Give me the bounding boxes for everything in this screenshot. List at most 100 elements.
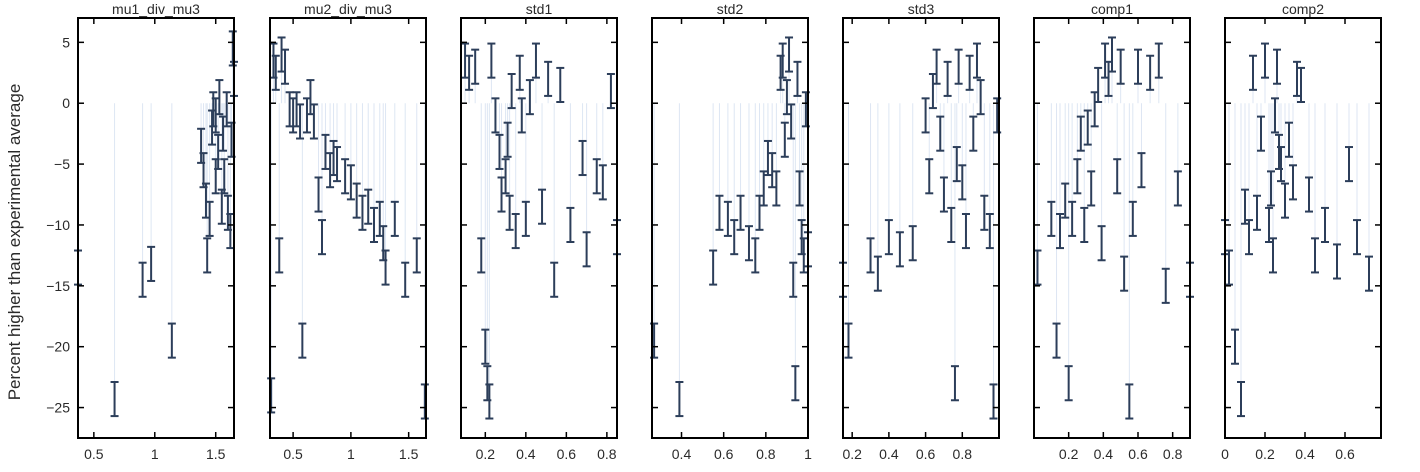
data-point — [965, 54, 974, 91]
x-tick-label: 0.6 — [557, 446, 577, 462]
panel-mu2-div-mu3: 0.5 1 1.5 mu2_div_mu3 — [267, 1, 429, 462]
data-point — [1056, 213, 1064, 250]
data-point — [1261, 42, 1269, 79]
data-point — [1047, 200, 1056, 237]
x-tick-label: 0.2 — [476, 446, 496, 462]
data-point — [1083, 109, 1092, 146]
x-tick-label: 0.2 — [1255, 446, 1275, 462]
data-point — [928, 73, 937, 110]
data-point — [1285, 121, 1293, 158]
data-point — [763, 139, 772, 177]
x-tick-label: 0.8 — [953, 446, 973, 462]
data-point — [318, 219, 326, 256]
data-point — [220, 158, 229, 195]
data-point — [525, 79, 534, 116]
data-point — [1094, 66, 1103, 103]
data-point — [895, 231, 904, 268]
data-point — [495, 133, 504, 170]
data-point — [789, 261, 798, 298]
data-point — [1241, 188, 1249, 225]
data-point — [943, 60, 952, 97]
data-point — [1064, 365, 1073, 402]
data-point — [477, 237, 486, 274]
data-point — [110, 381, 119, 418]
data-point — [381, 249, 390, 286]
data-point — [538, 188, 547, 225]
y-tick-label: −25 — [46, 400, 70, 416]
data-point — [1128, 200, 1137, 237]
data-point — [1108, 36, 1116, 73]
plot-frame — [77, 17, 235, 439]
data-point — [471, 48, 480, 85]
data-point — [511, 213, 520, 250]
plot-frame — [1033, 17, 1191, 439]
data-point — [521, 200, 530, 237]
data-point — [1333, 243, 1341, 280]
x-tick-label: 0.4 — [1295, 446, 1315, 462]
data-point — [501, 158, 510, 195]
data-point — [281, 48, 290, 85]
data-point — [1116, 48, 1125, 85]
data-point — [1305, 176, 1313, 213]
data-point — [592, 158, 601, 195]
data-point — [341, 158, 350, 195]
panel-std3: 0.2 0.4 0.6 0.8 std3 — [839, 1, 1002, 462]
data-point — [1297, 66, 1305, 103]
x-tick-label: 0.5 — [84, 446, 104, 462]
panel-title: std2 — [717, 1, 744, 17]
data-point — [321, 133, 330, 170]
data-point — [222, 91, 231, 128]
data-point — [598, 164, 607, 201]
data-point — [1253, 194, 1261, 231]
x-tick-label: 0.6 — [916, 446, 936, 462]
data-point — [976, 79, 985, 116]
data-point — [768, 152, 777, 189]
data-point — [228, 30, 237, 67]
panel-std1: 0.2 0.4 0.6 0.8 std1 — [460, 1, 621, 462]
data-point — [844, 322, 853, 359]
panel-comp2: 0 0.2 0.4 0.6 comp2 — [1221, 1, 1382, 462]
data-point — [203, 237, 212, 274]
data-point — [1137, 152, 1146, 189]
data-point — [346, 164, 355, 201]
data-point — [507, 73, 516, 110]
data-point — [1269, 237, 1277, 274]
data-point — [751, 237, 760, 274]
panel-title: mu2_div_mu3 — [304, 1, 392, 17]
data-point — [1265, 206, 1273, 243]
data-point — [167, 322, 176, 359]
x-tick-label: 1.5 — [399, 446, 419, 462]
data-point — [314, 176, 323, 213]
data-point — [947, 206, 956, 243]
data-point — [1249, 54, 1257, 91]
data-point — [582, 231, 591, 268]
data-point — [370, 206, 378, 243]
data-point — [461, 42, 470, 79]
data-point — [556, 66, 565, 103]
data-point — [787, 103, 796, 140]
data-point — [296, 103, 305, 140]
data-point — [138, 261, 147, 298]
data-point — [147, 245, 156, 282]
data-point — [799, 237, 808, 274]
data-point — [1052, 322, 1061, 359]
panel-title: comp2 — [1282, 1, 1324, 17]
data-point — [1154, 42, 1163, 79]
x-tick-label: 0.2 — [842, 446, 862, 462]
data-point — [531, 42, 540, 79]
plot-frame — [460, 17, 618, 439]
x-tick-label: 1 — [151, 446, 159, 462]
panel-std2: 0.4 0.6 0.8 1 std2 — [650, 1, 812, 462]
data-point — [780, 121, 789, 158]
data-point — [412, 237, 421, 274]
data-point — [364, 188, 373, 225]
data-point — [873, 255, 882, 292]
data-point — [550, 261, 559, 298]
data-point — [1087, 170, 1096, 207]
data-point — [972, 42, 981, 79]
data-point — [958, 164, 967, 201]
data-point — [485, 383, 494, 420]
panel-title: std3 — [908, 1, 935, 17]
data-point — [1237, 381, 1245, 418]
